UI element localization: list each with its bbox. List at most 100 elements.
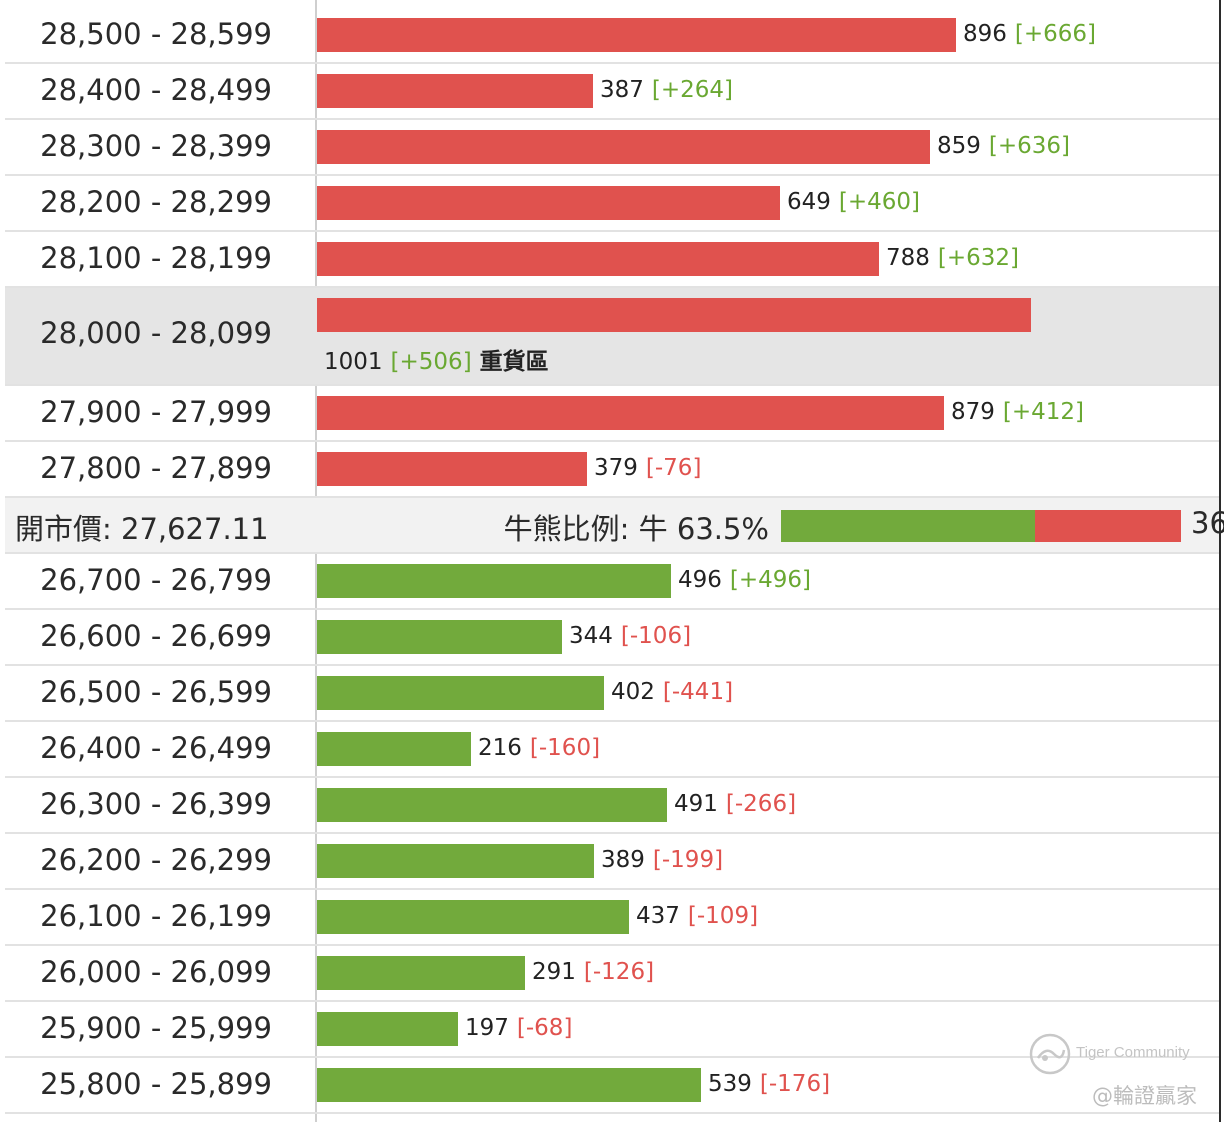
tick-label: 28,100 - 28,199 — [40, 241, 272, 275]
data-label: 197 [-68] — [465, 1015, 572, 1041]
watermark: Tiger Community @輪證贏家 — [1028, 1032, 1208, 1112]
data-label: 879 [+412] — [951, 399, 1084, 425]
summary-row: 開市價: 27,627.11 牛熊比例: 牛 63.5% 36 — [5, 498, 1224, 554]
chart-row: 26,600 - 26,699 344 [-106] — [5, 610, 1219, 666]
tick-label: 26,000 - 26,099 — [40, 955, 272, 989]
tick-label: 26,400 - 26,499 — [40, 731, 272, 765]
bar-mark — [317, 732, 471, 766]
bar-mark — [317, 900, 629, 934]
chart-row: 26,200 - 26,299 389 [-199] — [5, 834, 1219, 890]
data-label: 216 [-160] — [478, 735, 600, 761]
chart-row: 26,100 - 26,199 437 [-109] — [5, 890, 1219, 946]
bar-mark — [317, 186, 780, 220]
bar-mark — [317, 242, 879, 276]
data-label-value: 291 — [532, 959, 576, 985]
watermark-brand: Tiger Community — [1076, 1044, 1190, 1061]
data-label-change: [+496] — [729, 567, 812, 593]
data-label-value: 1001 — [324, 349, 383, 375]
data-label-value: 539 — [708, 1071, 752, 1097]
tick-label: 28,000 - 28,099 — [40, 316, 272, 350]
data-label: 291 [-126] — [532, 959, 654, 985]
chart-row: 28,300 - 28,399 859 [+636] — [5, 120, 1219, 176]
chart-row: 27,800 - 27,899 379 [-76] — [5, 442, 1219, 498]
data-label-value: 379 — [594, 455, 638, 481]
data-label-value: 649 — [787, 189, 831, 215]
data-label: 859 [+636] — [937, 133, 1070, 159]
tick-label: 28,400 - 28,499 — [40, 73, 272, 107]
chart-row: 26,700 - 26,799 496 [+496] — [5, 554, 1219, 610]
chart-row: 26,400 - 26,499 216 [-160] — [5, 722, 1219, 778]
chart-row: 25,800 - 25,899 539 [-176] — [5, 1058, 1219, 1114]
data-label: 387 [+264] — [600, 77, 733, 103]
bar-mark — [317, 1068, 701, 1102]
data-label: 649 [+460] — [787, 189, 920, 215]
data-label-change: [-441] — [662, 679, 734, 705]
data-label: 491 [-266] — [674, 791, 796, 817]
tick-label: 26,500 - 26,599 — [40, 675, 272, 709]
bar-mark — [317, 18, 956, 52]
bar-mark — [317, 452, 587, 486]
tick-label: 25,800 - 25,899 — [40, 1067, 272, 1101]
tick-label: 28,200 - 28,299 — [40, 185, 272, 219]
data-label-change: [+412] — [1002, 399, 1085, 425]
data-label: 496 [+496] — [678, 567, 811, 593]
tick-label: 25,900 - 25,999 — [40, 1011, 272, 1045]
bar-mark — [317, 676, 604, 710]
data-label-change: [+460] — [838, 189, 921, 215]
tick-label: 26,700 - 26,799 — [40, 563, 272, 597]
tick-label: 27,800 - 27,899 — [40, 451, 272, 485]
data-label-value: 496 — [678, 567, 722, 593]
data-label: 402 [-441] — [611, 679, 733, 705]
bull-bear-ratio-label: 牛熊比例: 牛 63.5% — [503, 512, 769, 546]
data-label-value: 387 — [600, 77, 644, 103]
right-edge — [1219, 0, 1221, 1122]
data-label-change: [+666] — [1014, 21, 1097, 47]
data-label-change: [-266] — [725, 791, 797, 817]
data-label-change: [-176] — [759, 1071, 831, 1097]
data-label-change: [-68] — [516, 1015, 573, 1041]
data-label-change: [+506] — [390, 349, 472, 375]
chart-row: 28,500 - 28,599 896 [+666] — [5, 8, 1219, 64]
data-label: 788 [+632] — [886, 245, 1019, 271]
data-label-change: [+632] — [937, 245, 1020, 271]
data-label-value: 879 — [951, 399, 995, 425]
data-label-value: 491 — [674, 791, 718, 817]
chart-row: 28,400 - 28,499 387 [+264] — [5, 64, 1219, 120]
tiger-logo-icon — [1029, 1033, 1071, 1075]
bar-mark — [317, 956, 525, 990]
bar-mark — [317, 620, 562, 654]
data-label-change: [-109] — [687, 903, 759, 929]
bar-mark — [317, 844, 594, 878]
data-label: 437 [-109] — [636, 903, 758, 929]
bar-mark — [317, 298, 1031, 332]
heavy-zone-tag: 重貨區 — [479, 349, 549, 375]
bar-mark — [317, 74, 593, 108]
axis-divider — [315, 0, 317, 498]
bar-mark — [317, 564, 671, 598]
data-label-value: 344 — [569, 623, 613, 649]
tick-label: 26,200 - 26,299 — [40, 843, 272, 877]
data-label-change: [-160] — [529, 735, 601, 761]
data-label: 539 [-176] — [708, 1071, 830, 1097]
axis-divider — [315, 554, 317, 1122]
tick-label: 27,900 - 27,999 — [40, 395, 272, 429]
data-label: 344 [-106] — [569, 623, 691, 649]
data-label-value: 437 — [636, 903, 680, 929]
data-label-change: [+264] — [651, 77, 734, 103]
data-label-value: 216 — [478, 735, 522, 761]
tick-label: 26,300 - 26,399 — [40, 787, 272, 821]
data-label-value: 389 — [601, 847, 645, 873]
chart-row: 27,900 - 27,999 879 [+412] — [5, 386, 1219, 442]
ratio-bar-bull-segment — [1035, 510, 1181, 542]
open-price: 開市價: 27,627.11 — [15, 512, 269, 546]
chart-row: 26,300 - 26,399 491 [-266] — [5, 778, 1219, 834]
data-label: 379 [-76] — [594, 455, 701, 481]
bear-percent-label: 36 — [1191, 506, 1224, 540]
ratio-bar-bear-segment — [781, 510, 1035, 542]
data-label-change: [-199] — [652, 847, 724, 873]
data-label-change: [+636] — [988, 133, 1071, 159]
data-label-change: [-106] — [620, 623, 692, 649]
chart-row: 28,000 - 28,099 1001 [+506] 重貨區 — [5, 288, 1219, 386]
bar-mark — [317, 788, 667, 822]
